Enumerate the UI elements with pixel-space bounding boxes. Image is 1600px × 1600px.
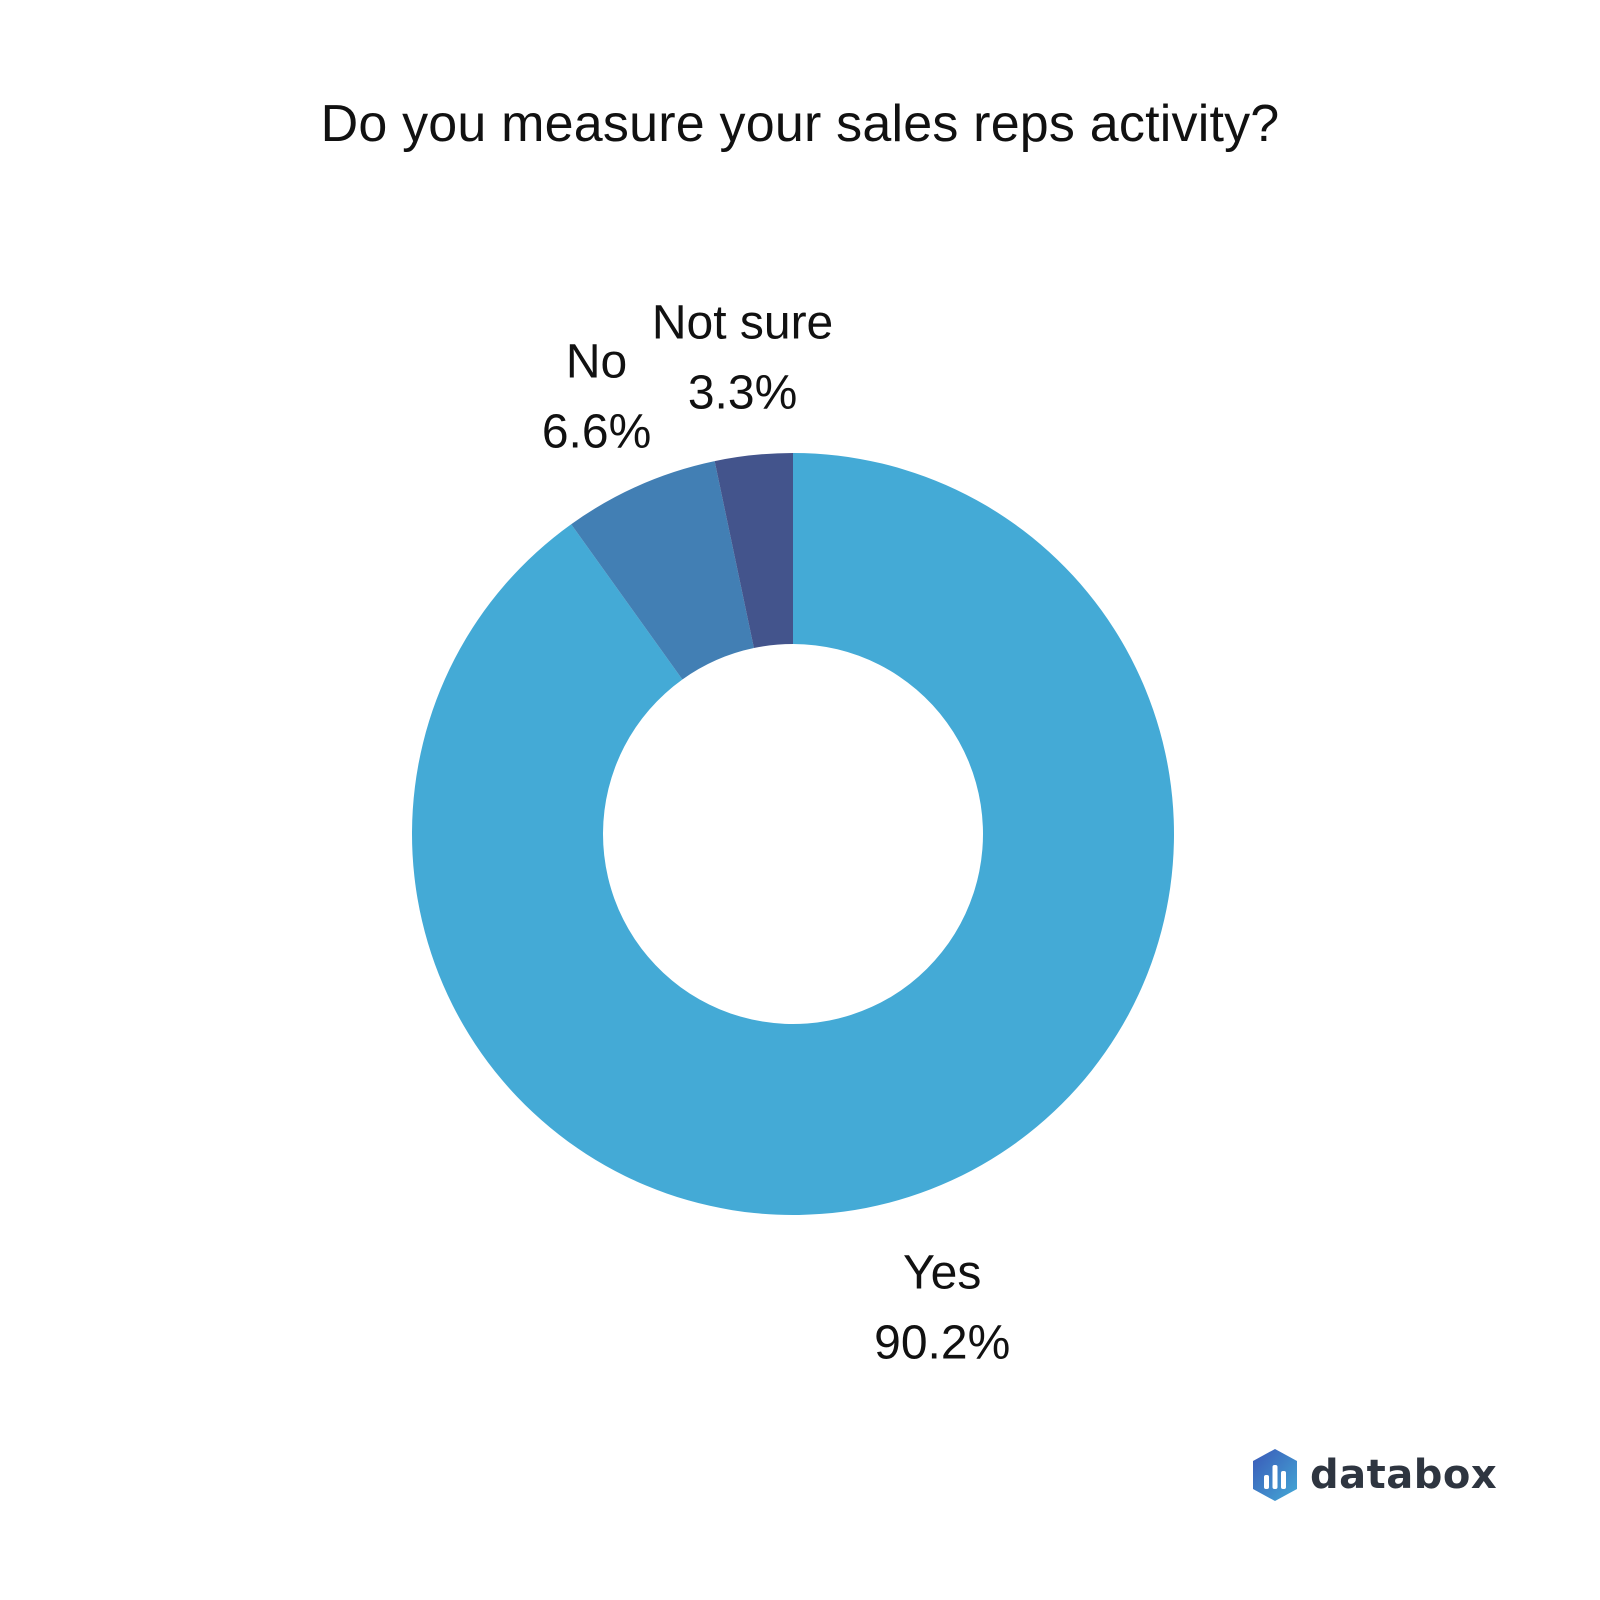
slice-label-yes: Yes 90.2%	[874, 1247, 1010, 1370]
slice-value: 90.2%	[874, 1317, 1010, 1370]
slice-yes	[412, 453, 1174, 1215]
chart-title: Do you measure your sales reps activity?	[320, 95, 1280, 153]
slice-label-not-sure: Not sure 3.3%	[652, 297, 833, 420]
slice-name: No	[566, 335, 627, 388]
brand-name: databox	[1310, 1452, 1498, 1498]
slice-name: Yes	[903, 1247, 981, 1300]
slice-no	[571, 461, 754, 680]
slice-name: Not sure	[652, 297, 833, 350]
slice-value: 3.3%	[688, 367, 797, 420]
slice-not-sure	[714, 453, 793, 649]
brand-logo: databox	[1250, 1445, 1497, 1505]
databox-logo-icon	[1253, 1449, 1297, 1501]
slice-label-no: No 6.6%	[542, 335, 651, 458]
slice-value: 6.6%	[542, 405, 651, 458]
